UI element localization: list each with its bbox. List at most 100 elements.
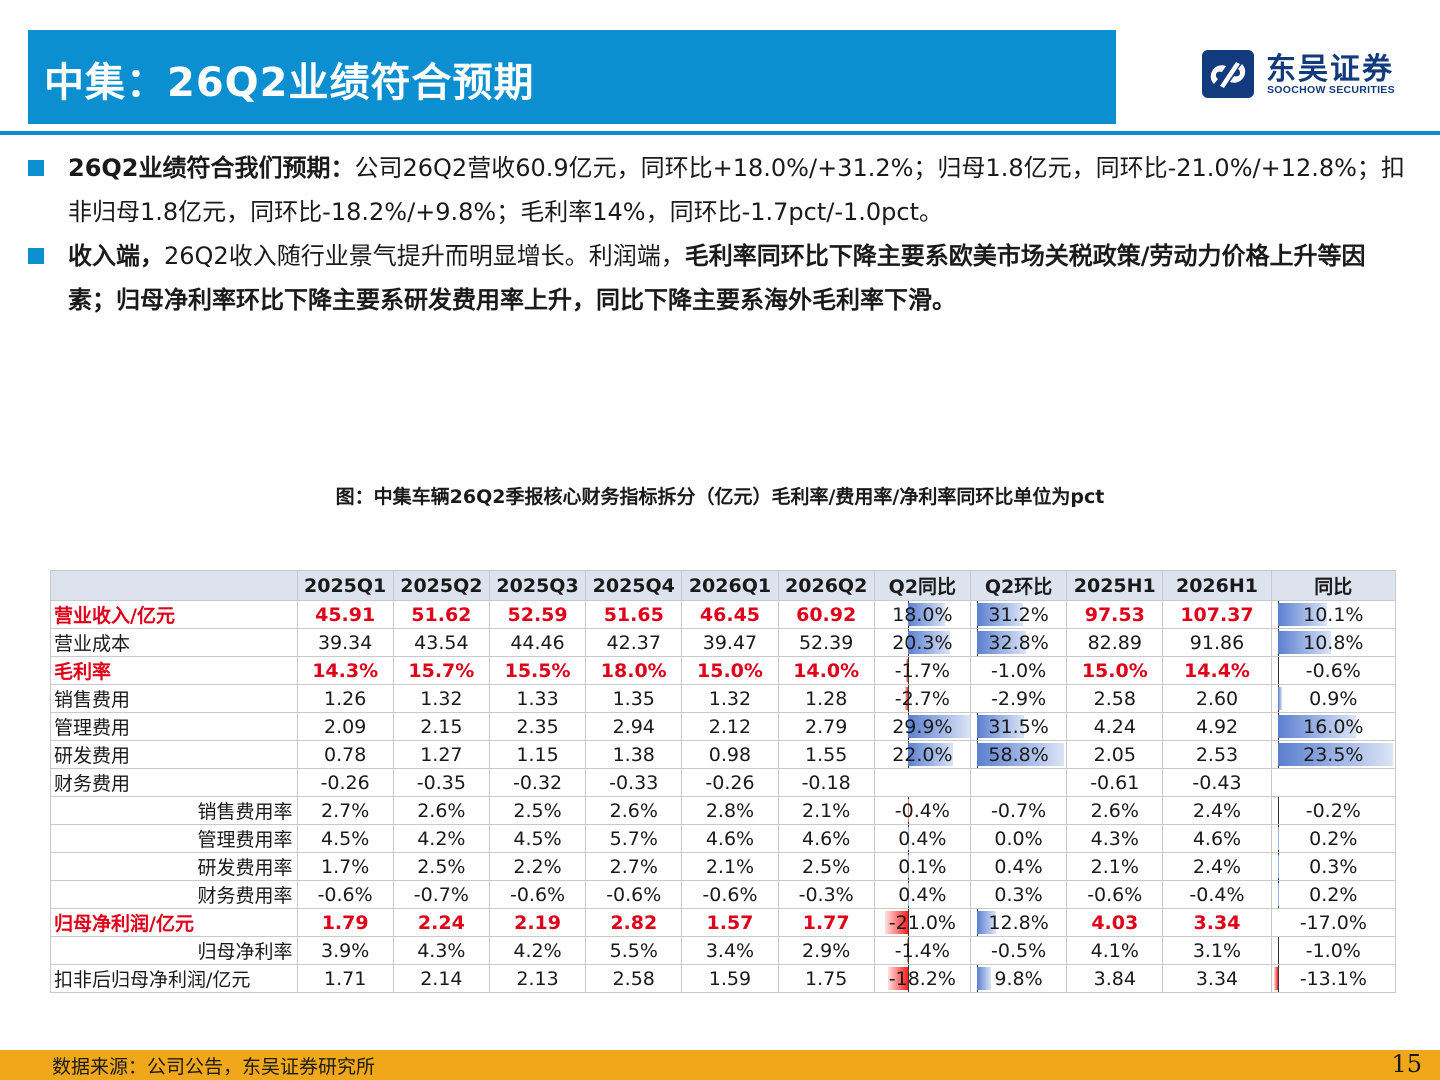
quarter-value: 2.5%: [392, 852, 490, 881]
table-row: 销售费用 1.26 1.32 1.33 1.35 1.32 1.28 -2.7% -2.9% 2.…: [50, 684, 1397, 713]
negative-data-bar: [887, 967, 909, 990]
table-row: 营业收入/亿元 45.91 51.62 52.59 51.65 46.45 60.92 18.…: [50, 600, 1397, 629]
quarter-value: 39.47: [681, 628, 779, 657]
quarter-value: 1.71: [296, 964, 394, 993]
bar-axis: [908, 853, 910, 880]
q2-yoy-value: 0.4%: [873, 824, 971, 853]
quarter-value: 1.75: [777, 964, 875, 993]
table-row: 归母净利润/亿元 1.79 2.24 2.19 2.82 1.57 1.77 -21.0% 12…: [50, 908, 1397, 937]
row-label: 归母净利率: [50, 936, 298, 965]
quarter-value: 2.24: [392, 908, 490, 937]
half-year-value: 3.34: [1162, 908, 1272, 937]
half-year-value: 4.1%: [1066, 936, 1164, 965]
positive-data-bar: [976, 911, 996, 934]
column-header: 2026Q1: [681, 570, 779, 601]
bar-axis: [908, 965, 910, 992]
bullet-square-icon: [28, 160, 44, 176]
half-year-value: 2.6%: [1066, 796, 1164, 825]
half-year-value: 107.37: [1162, 600, 1272, 629]
bullet-2-text: 26Q2收入随行业景气提升而明显增长。利润端，: [164, 242, 685, 270]
h1-yoy-value: 0.9%: [1270, 684, 1397, 713]
half-year-value: 82.89: [1066, 628, 1164, 657]
half-year-value: 91.86: [1162, 628, 1272, 657]
q2-yoy-value: [873, 768, 971, 797]
q2-yoy-value: 18.0%: [873, 600, 971, 629]
row-label: 研发费用: [50, 740, 298, 769]
bullet-1: 26Q2业绩符合我们预期：公司26Q2营收60.9亿元，同环比+18.0%/+3…: [26, 146, 1406, 234]
half-year-value: -0.4%: [1162, 880, 1272, 909]
bar-axis: [1277, 965, 1279, 992]
column-header: 2026H1: [1162, 570, 1272, 601]
quarter-value: 51.65: [585, 600, 683, 629]
quarter-value: 3.9%: [296, 936, 394, 965]
quarter-value: 2.8%: [681, 796, 779, 825]
summary-bullets: 26Q2业绩符合我们预期：公司26Q2营收60.9亿元，同环比+18.0%/+3…: [26, 146, 1406, 322]
q2-yoy-value: -0.4%: [873, 796, 971, 825]
h1-yoy-value: -1.0%: [1270, 936, 1397, 965]
row-label: 销售费用率: [50, 796, 298, 825]
column-header: 2025Q4: [585, 570, 683, 601]
quarter-value: 2.1%: [777, 796, 875, 825]
row-label: 营业收入/亿元: [50, 600, 298, 629]
h1-yoy-value: -0.2%: [1270, 796, 1397, 825]
quarter-value: 42.37: [585, 628, 683, 657]
quarter-value: 1.32: [681, 684, 779, 713]
h1-yoy-value: 0.2%: [1270, 880, 1397, 909]
bar-axis: [908, 657, 910, 684]
half-year-value: -0.61: [1066, 768, 1164, 797]
quarter-value: 15.5%: [488, 656, 587, 685]
row-label: 营业成本: [50, 628, 298, 657]
positive-data-bar: [908, 603, 946, 626]
quarter-value: -0.26: [296, 768, 394, 797]
h1-yoy-value: 16.0%: [1270, 712, 1397, 741]
h1-yoy-value: 0.3%: [1270, 852, 1397, 881]
positive-data-bar: [976, 743, 1065, 766]
quarter-value: 2.58: [585, 964, 683, 993]
positive-data-bar: [1277, 631, 1331, 654]
half-year-value: 3.34: [1162, 964, 1272, 993]
quarter-value: 43.54: [392, 628, 490, 657]
positive-data-bar: [1277, 743, 1393, 766]
quarter-value: 4.3%: [392, 936, 490, 965]
q2-qoq-value: -0.7%: [969, 796, 1068, 825]
h1-yoy-value: -0.6%: [1270, 656, 1397, 685]
quarter-value: 2.09: [296, 712, 394, 741]
quarter-value: 14.3%: [296, 656, 394, 685]
half-year-value: 2.58: [1066, 684, 1164, 713]
positive-data-bar: [908, 883, 909, 906]
h1-yoy-value: 23.5%: [1270, 740, 1397, 769]
quarter-value: 44.46: [488, 628, 587, 657]
table-row: 财务费用 -0.26 -0.35 -0.32 -0.33 -0.26 -0.18 -0.61-…: [50, 768, 1397, 797]
brand-logo: 东吴证券 SOOCHOW SECURITIES: [1200, 44, 1420, 104]
positive-data-bar: [908, 715, 970, 738]
quarter-value: -0.6%: [681, 880, 779, 909]
quarter-value: 1.27: [392, 740, 490, 769]
table-row: 研发费用 0.78 1.27 1.15 1.38 0.98 1.55 22.0% 58.8% 2.…: [50, 740, 1397, 769]
row-label: 财务费用率: [50, 880, 298, 909]
q2-qoq-value: 0.3%: [969, 880, 1068, 909]
negative-data-bar: [1274, 967, 1278, 990]
positive-data-bar: [976, 603, 1024, 626]
half-year-value: 2.60: [1162, 684, 1272, 713]
quarter-value: 1.7%: [296, 852, 394, 881]
bullet-1-bold: 26Q2业绩符合我们预期：: [68, 154, 355, 182]
quarter-value: 60.92: [777, 600, 875, 629]
logo-english-text: SOOCHOW SECURITIES: [1267, 84, 1395, 96]
positive-data-bar: [1277, 883, 1279, 906]
q2-qoq-value: 0.0%: [969, 824, 1068, 853]
quarter-value: 45.91: [296, 600, 394, 629]
q2-yoy-value: 20.3%: [873, 628, 971, 657]
half-year-value: 2.53: [1162, 740, 1272, 769]
quarter-value: 4.2%: [392, 824, 490, 853]
quarter-value: 4.2%: [488, 936, 587, 965]
row-label: 销售费用: [50, 684, 298, 713]
q2-qoq-value: -1.0%: [969, 656, 1068, 685]
quarter-value: 2.82: [585, 908, 683, 937]
half-year-value: 3.84: [1066, 964, 1164, 993]
quarter-value: 2.7%: [296, 796, 394, 825]
half-year-value: 2.4%: [1162, 796, 1272, 825]
q2-yoy-value: -1.7%: [873, 656, 971, 685]
footer-bar: 数据来源：公司公告，东吴证券研究所 15: [0, 1050, 1440, 1080]
quarter-value: 5.7%: [585, 824, 683, 853]
bullet-2-bold: 收入端，: [68, 242, 164, 270]
